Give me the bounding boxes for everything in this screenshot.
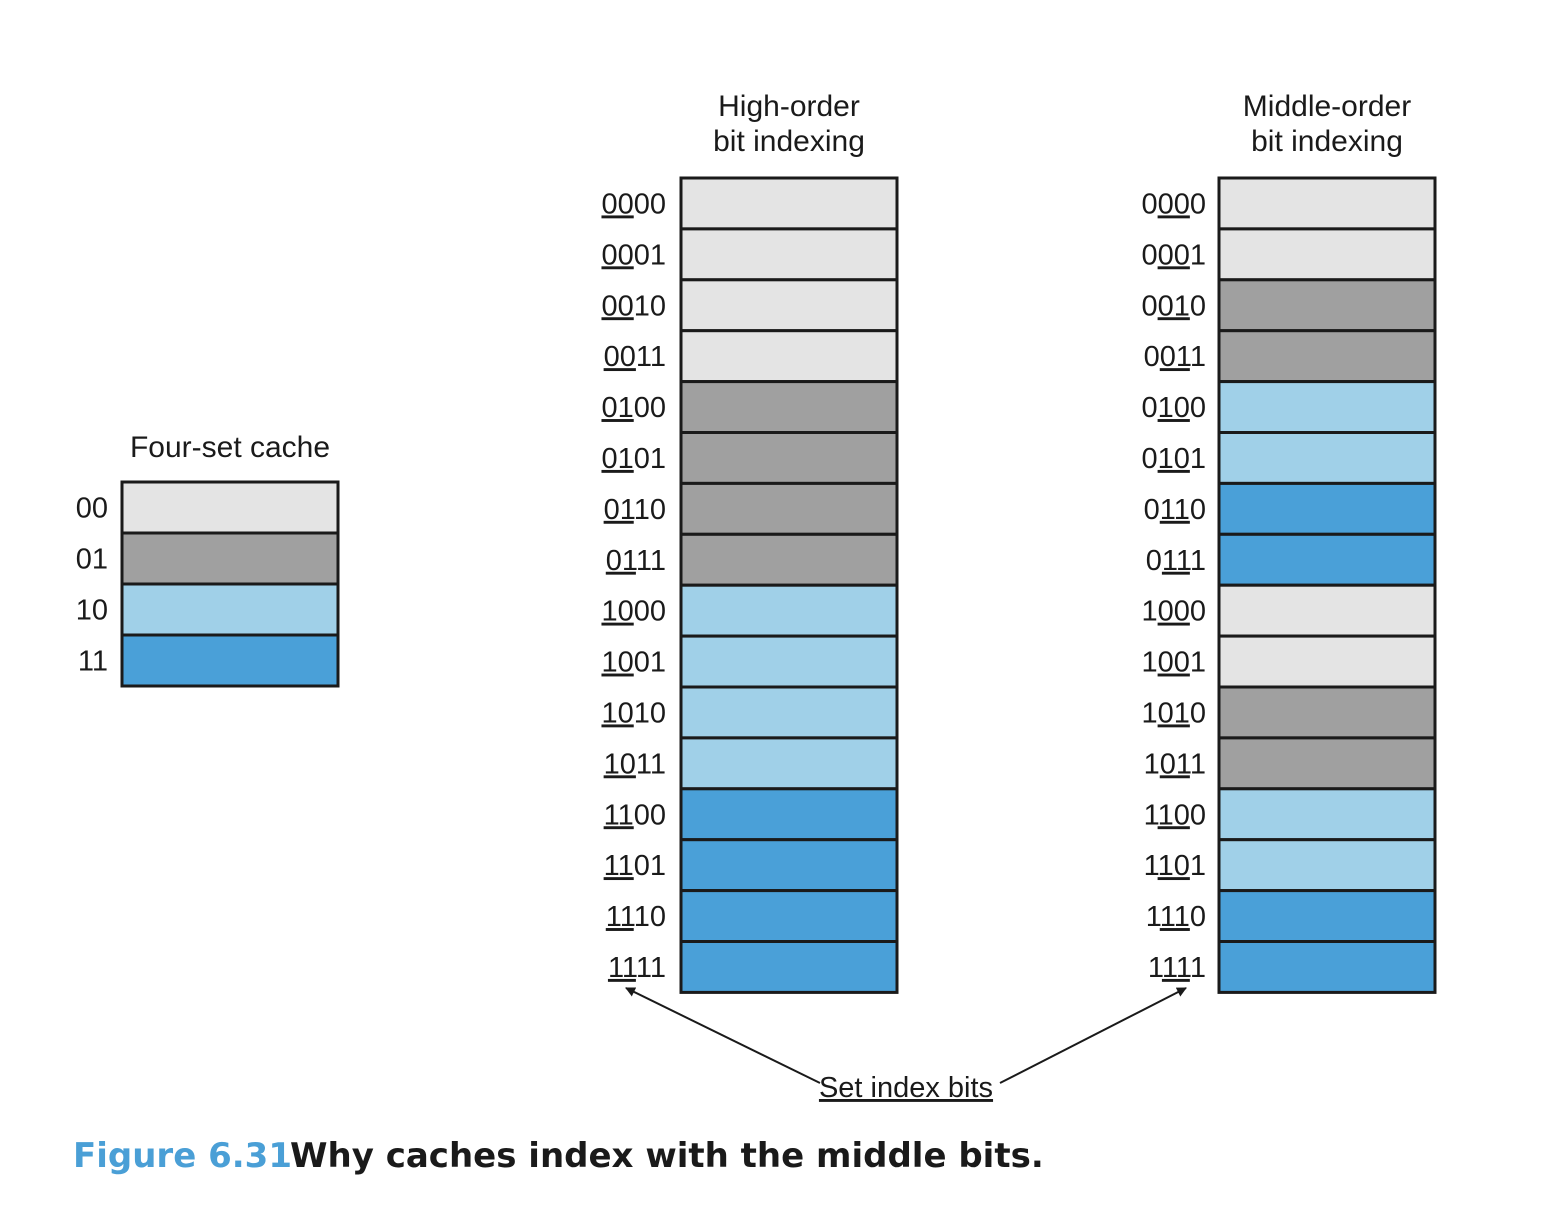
address-label: 0000 (601, 188, 666, 220)
address-label: 0101 (1141, 443, 1206, 475)
high-order-block-0110 (679, 481, 899, 536)
middle-order-rows: 0000 0001 0010 0011 0100 0101 0110 0111 1000 1001… (1141, 176, 1437, 994)
address-label: 1111 (608, 952, 666, 984)
address-label: 1100 (604, 799, 666, 831)
high-order-block-0100 (679, 380, 899, 435)
high-order-block-1111 (679, 940, 899, 994)
address-label: 1011 (1144, 748, 1206, 780)
middle-order-block-0000 (1217, 176, 1437, 231)
cache-set-01 (120, 531, 340, 586)
middle-order-title-line1: Middle-order (1243, 90, 1411, 123)
address-label: 1000 (601, 596, 666, 628)
address-label: 1001 (1141, 647, 1206, 679)
cache-set-label: 11 (78, 646, 108, 678)
address-label: 0000 (1141, 188, 1206, 220)
set-index-annotation: Set index bits (625, 987, 1187, 1104)
middle-order-block-1001 (1217, 634, 1437, 689)
address-label: 1010 (1141, 697, 1206, 729)
address-label: 0110 (1144, 494, 1206, 526)
middle-order-block-1011 (1217, 736, 1437, 791)
middle-order-block-0101 (1217, 431, 1437, 485)
figure-caption: Figure 6.31 Why caches index with the mi… (73, 1136, 1044, 1176)
middle-order-block-0001 (1217, 227, 1437, 282)
address-label: 0100 (601, 392, 666, 424)
address-label: 0110 (604, 494, 666, 526)
high-order-block-1000 (679, 583, 899, 638)
middle-order-title-line2: bit indexing (1251, 125, 1403, 158)
cache-set-label: 00 (76, 493, 108, 525)
address-label: 1001 (601, 647, 666, 679)
cache-set-00 (120, 480, 340, 535)
middle-order-block-1111 (1217, 940, 1437, 994)
cache-set-10 (120, 582, 340, 637)
address-label: 0011 (1144, 341, 1206, 373)
middle-order-block-1000 (1217, 583, 1437, 638)
address-label: 0001 (601, 239, 666, 271)
high-order-block-1001 (679, 634, 899, 689)
address-label: 1100 (1144, 799, 1206, 831)
high-order-block-0101 (679, 431, 899, 485)
high-order-block-0001 (679, 227, 899, 282)
address-label: 0011 (604, 341, 666, 373)
four-set-cache-rows: 00 01 10 11 (76, 480, 340, 688)
address-label: 1010 (601, 697, 666, 729)
set-index-label: Set index bits (819, 1072, 993, 1104)
caption-number: Figure 6.31 (73, 1136, 292, 1176)
high-order-title-line2: bit indexing (713, 125, 865, 158)
address-label: 0111 (1146, 545, 1206, 577)
middle-order-block-1100 (1217, 787, 1437, 842)
middle-order-block-1010 (1217, 685, 1437, 740)
address-label: 1101 (1144, 850, 1206, 882)
middle-order-block-0010 (1217, 278, 1437, 333)
high-order-block-0011 (679, 329, 899, 384)
high-order-block-1101 (679, 838, 899, 893)
middle-order-block-1110 (1217, 889, 1437, 943)
address-label: 0001 (1141, 239, 1206, 271)
high-order-block-1010 (679, 685, 899, 740)
high-order-block-0010 (679, 278, 899, 333)
address-label: 0100 (1141, 392, 1206, 424)
middle-order-block-0011 (1217, 329, 1437, 384)
cache-set-label: 10 (76, 595, 108, 627)
high-order-block-0000 (679, 176, 899, 231)
four-set-cache-title: Four-set cache (130, 431, 330, 464)
middle-order-block-0110 (1217, 481, 1437, 536)
high-order-block-1100 (679, 787, 899, 842)
high-order-title-line1: High-order (718, 90, 860, 123)
address-label: 1111 (1148, 952, 1206, 984)
high-order-block-1110 (679, 889, 899, 943)
middle-order-block-1101 (1217, 838, 1437, 893)
four-set-cache: Four-set cache 00 01 10 11 (76, 431, 340, 688)
middle-order-block-0111 (1217, 532, 1437, 587)
address-label: 1110 (1146, 901, 1206, 933)
address-label: 1110 (606, 901, 666, 933)
address-label: 0010 (601, 290, 666, 322)
cache-set-label: 01 (76, 544, 108, 576)
high-order-block-1011 (679, 736, 899, 791)
high-order-rows: 0000 0001 0010 0011 0100 0101 0110 0111 1000 1001… (601, 176, 899, 994)
high-order-column: High-order bit indexing 0000 0001 0010 0011… (601, 90, 899, 994)
arrow-to-middle-order (999, 987, 1187, 1084)
address-label: 0101 (601, 443, 666, 475)
address-label: 0111 (606, 545, 666, 577)
caption-text: Why caches index with the middle bits. (290, 1136, 1044, 1176)
address-label: 1011 (604, 748, 666, 780)
arrow-to-high-order (625, 987, 821, 1084)
cache-set-11 (120, 633, 340, 688)
address-label: 1000 (1141, 596, 1206, 628)
middle-order-block-0100 (1217, 380, 1437, 435)
address-label: 0010 (1141, 290, 1206, 322)
middle-order-column: Middle-order bit indexing 00000001001000… (1141, 90, 1437, 994)
high-order-block-0111 (679, 532, 899, 587)
address-label: 1101 (604, 850, 666, 882)
